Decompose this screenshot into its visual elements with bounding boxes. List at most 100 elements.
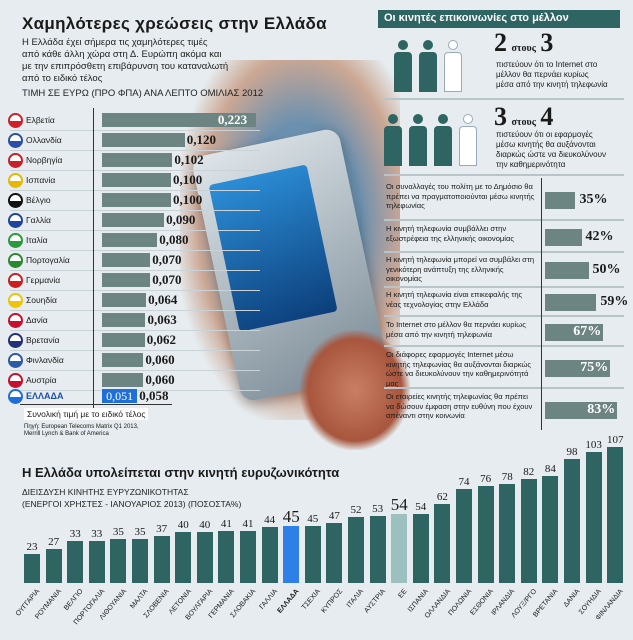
bar-label: ΤΣΕΧΙΑ	[301, 588, 323, 612]
divider	[384, 345, 624, 347]
price-row: Φινλανδία 0,060	[8, 350, 268, 370]
price-row: Ολλανδία 0,120	[8, 130, 268, 150]
survey-statement: Το Internet στο μέλλον θα περνάει κυρίως…	[386, 320, 526, 339]
bar-14	[326, 523, 343, 583]
bar-value: 74	[458, 476, 470, 489]
price-row: Ελβετία 0,223	[8, 110, 268, 130]
person-body	[434, 126, 452, 166]
person-icon	[459, 114, 477, 166]
intro-line: Η Ελλάδα έχει σήμερα τις χαμηλότερες τιμ…	[22, 37, 208, 48]
source-line: Πηγή: European Telecoms Matrix Q1 2013,	[24, 424, 139, 430]
bar-10	[240, 530, 256, 583]
survey-statement: Η κινητή τηλεφωνία συμβάλλει στην εξωστρ…	[386, 224, 515, 243]
survey-row: Η κινητή τηλεφωνία μπορεί να συμβάλει στ…	[383, 253, 623, 287]
stat2-text: πιστεύουν ότι οι εφαρμογές μέσω κινητής θ…	[496, 130, 606, 170]
divider	[384, 387, 624, 389]
source-line: Merrill Lynch & Bank of America	[24, 431, 109, 437]
stat2-figure: 3 στους 4	[494, 102, 553, 132]
row-separator	[10, 330, 260, 331]
stat-line: πιστεύουν ότι οι εφαρμογές	[496, 130, 593, 139]
bar-23	[520, 478, 537, 583]
survey-percent: 42%	[585, 228, 614, 244]
bar-20	[456, 489, 472, 583]
survey-percent: 67%	[573, 323, 602, 339]
row-separator	[10, 290, 260, 291]
flag-icon	[8, 312, 23, 328]
bar-value: 41	[242, 517, 254, 530]
price-bar	[102, 213, 165, 227]
price-value: 0,063	[147, 312, 177, 327]
price-row: Νορβηγία 0,102	[8, 150, 268, 170]
price-subtitle: ΤΙΜΗ ΣΕ ΕΥΡΩ (ΠΡΟ ΦΠΑ) ΑΝΑ ΛΕΠΤΟ ΟΜΙΛΙΑΣ…	[22, 88, 264, 99]
price-bar	[102, 313, 146, 327]
bar-label: ΜΑΛΤΑ	[129, 588, 150, 611]
person-body	[384, 126, 402, 166]
survey-percent: 59%	[600, 293, 629, 309]
bar-9	[218, 530, 235, 583]
bar-label: ΕΕ	[397, 588, 409, 600]
right-title: Οι κινητές επικοινωνίες στο μέλλον	[378, 10, 620, 28]
survey-row: Οι εταιρείες κινητής τηλεφωνίας θα πρέπε…	[383, 390, 623, 430]
bar-27	[607, 447, 624, 583]
bar-17	[391, 514, 408, 583]
bar-value: 54	[390, 495, 408, 515]
subtitle-line: ΔΙΕΙΣΔΥΣΗ ΚΙΝΗΤΗΣ ΕΥΡΥΖΩΝΙΚΟΤΗΤΑΣ	[22, 487, 189, 497]
bar-value: 33	[69, 528, 81, 541]
country-name: Γερμανία	[26, 275, 61, 285]
price-value: 0,070	[152, 272, 182, 287]
survey-percent: 83%	[587, 401, 616, 417]
flag-icon	[8, 388, 23, 404]
intro-line: από κάθε άλλη χώρα στη Δ. Ευρώπη ακόμα κ…	[22, 49, 222, 60]
bar-value: 44	[264, 514, 276, 527]
price-bar	[102, 153, 173, 167]
person-body	[409, 126, 427, 166]
country-name: Βρετανία	[26, 335, 60, 345]
survey-statement: Οι συναλλαγές του πολίτη με το Δημόσιο θ…	[386, 182, 535, 211]
bar-1	[45, 548, 62, 583]
flag-icon	[8, 292, 23, 308]
stat-connector: στους	[511, 117, 536, 128]
stat-connector: στους	[511, 43, 536, 54]
person-head	[463, 114, 473, 124]
flag-icon	[8, 192, 23, 208]
bar-5	[132, 538, 148, 583]
country-name: Ολλανδία	[26, 135, 62, 145]
person-body	[394, 52, 412, 92]
bar-label: ΚΥΠΡΟΣ	[319, 588, 344, 615]
bar-16	[369, 515, 386, 583]
bar-value: 54	[415, 501, 427, 514]
broadband-title: Η Ελλάδα υπολείπεται στην κινητή ευρυζων…	[22, 465, 340, 480]
flag-icon	[8, 112, 23, 128]
bar-0	[24, 553, 40, 583]
price-value: 0,080	[159, 232, 189, 247]
person-body	[419, 52, 437, 92]
bar-25	[564, 458, 580, 583]
source-text: Πηγή: European Telecoms Matrix Q1 2013, …	[24, 424, 139, 438]
survey-bar	[545, 191, 576, 209]
price-row: Ισπανία 0,100	[8, 170, 268, 190]
bar-value: 35	[134, 525, 146, 538]
bar-6	[153, 536, 170, 583]
price-value: 0,064	[148, 292, 178, 307]
survey-percent: 50%	[592, 261, 621, 277]
survey-row: Οι διάφορες εφαρμογές Internet μέσω κινη…	[383, 348, 623, 388]
person-icon	[434, 114, 452, 166]
bar-value: 62	[436, 491, 448, 504]
price-row: Αυστρία 0,060	[8, 370, 268, 390]
bar-value: 45	[282, 506, 300, 526]
stat-number: 3	[494, 102, 507, 131]
survey-row: Το Internet στο μέλλον θα περνάει κυρίως…	[383, 318, 623, 346]
price-bar	[102, 353, 144, 367]
person-icon	[419, 40, 437, 92]
row-separator	[10, 130, 260, 131]
survey-percent: 75%	[580, 359, 609, 375]
person-head	[448, 40, 458, 50]
bar-value: 82	[523, 465, 535, 478]
flag-icon	[8, 132, 23, 148]
bar-value: 52	[350, 503, 362, 516]
bar-value: 41	[220, 517, 232, 530]
price-value: 0,060	[145, 372, 175, 387]
survey-statement: Η κινητή τηλεφωνία είναι επικεφαλής της …	[386, 290, 523, 309]
country-name: Ελβετία	[26, 115, 55, 125]
row-separator	[10, 270, 260, 271]
